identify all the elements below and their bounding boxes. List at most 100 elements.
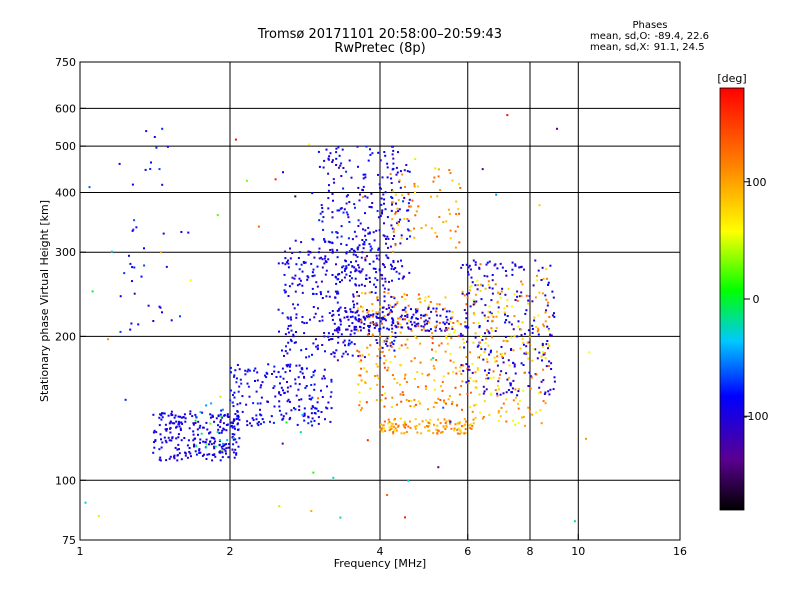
scatter-point	[357, 383, 360, 386]
scatter-point	[420, 314, 423, 317]
scatter-point	[408, 205, 411, 208]
scatter-point	[437, 466, 440, 469]
scatter-point	[333, 322, 336, 325]
scatter-point	[496, 392, 499, 395]
scatter-point	[232, 451, 235, 454]
scatter-point	[341, 266, 344, 269]
scatter-point	[390, 346, 393, 348]
scatter-point	[325, 269, 328, 272]
scatter-point	[295, 313, 298, 316]
scatter-point	[295, 331, 297, 333]
scatter-point	[219, 395, 222, 398]
scatter-point	[347, 237, 350, 240]
scatter-point	[324, 240, 327, 243]
scatter-point	[359, 271, 362, 274]
scatter-point	[525, 352, 528, 355]
scatter-point	[376, 299, 379, 302]
scatter-point	[531, 413, 534, 416]
scatter-point	[339, 306, 342, 309]
scatter-point	[165, 428, 168, 430]
scatter-point	[521, 283, 524, 286]
scatter-point	[376, 374, 379, 377]
scatter-point	[159, 456, 162, 459]
scatter-point	[377, 151, 380, 154]
scatter-point	[446, 318, 449, 321]
scatter-point	[359, 326, 362, 329]
scatter-point	[449, 172, 452, 175]
scatter-point	[546, 340, 549, 342]
scatter-point	[359, 400, 362, 403]
scatter-point	[287, 266, 290, 269]
scatter-point	[543, 325, 545, 328]
scatter-point	[286, 316, 289, 319]
scatter-point	[330, 391, 333, 394]
scatter-point	[311, 353, 313, 356]
scatter-point	[434, 329, 437, 332]
scatter-point	[323, 159, 326, 162]
scatter-point	[193, 445, 195, 448]
scatter-point	[293, 277, 296, 280]
scatter-point	[192, 439, 195, 442]
scatter-point	[489, 351, 492, 354]
scatter-point	[468, 292, 471, 295]
scatter-point	[321, 297, 324, 299]
scatter-point	[133, 266, 136, 269]
scatter-point	[195, 415, 197, 418]
scatter-point	[344, 268, 347, 270]
scatter-point	[205, 438, 208, 441]
scatter-point	[360, 379, 363, 382]
scatter-point	[443, 401, 446, 404]
scatter-point	[441, 430, 444, 433]
scatter-point	[367, 313, 370, 316]
scatter-point	[161, 441, 164, 444]
scatter-point	[168, 439, 171, 442]
scatter-point	[347, 344, 350, 347]
scatter-point	[471, 424, 474, 427]
scatter-point	[256, 422, 259, 425]
scatter-point	[301, 321, 304, 324]
scatter-point	[327, 290, 330, 293]
scatter-point	[423, 320, 426, 323]
scatter-point	[227, 446, 230, 449]
scatter-point	[337, 341, 340, 344]
scatter-point	[262, 421, 265, 424]
scatter-point	[469, 376, 472, 379]
scatter-point	[523, 268, 525, 271]
chart-title: Tromsø 20171101 20:58:00–20:59:43	[257, 27, 503, 42]
scatter-point	[411, 199, 414, 202]
scatter-point	[394, 427, 397, 430]
scatter-point	[394, 423, 397, 426]
scatter-point	[460, 385, 463, 387]
scatter-point	[245, 179, 248, 182]
scatter-point	[427, 425, 429, 428]
scatter-point	[502, 361, 505, 364]
scatter-point	[312, 306, 315, 308]
scatter-point	[445, 335, 448, 338]
scatter-point	[383, 235, 386, 238]
scatter-point	[226, 414, 229, 417]
scatter-point	[350, 176, 353, 179]
scatter-point	[355, 328, 358, 331]
scatter-point	[349, 308, 352, 311]
scatter-point	[461, 380, 464, 383]
scatter-point	[340, 242, 343, 245]
scatter-point	[358, 244, 361, 247]
scatter-point	[465, 317, 468, 320]
scatter-point	[446, 342, 449, 345]
scatter-point	[403, 425, 406, 428]
scatter-point	[342, 187, 345, 190]
scatter-point	[231, 448, 234, 451]
scatter-point	[312, 371, 315, 374]
scatter-point	[545, 309, 548, 312]
scatter-point	[381, 350, 384, 353]
scatter-point	[461, 290, 464, 293]
scatter-point	[585, 437, 587, 440]
scatter-point	[345, 244, 348, 246]
scatter-point	[344, 307, 347, 309]
scatter-point	[219, 439, 221, 441]
scatter-point	[364, 234, 367, 237]
scatter-point	[300, 349, 303, 352]
scatter-point	[362, 228, 364, 231]
scatter-point	[220, 415, 223, 418]
